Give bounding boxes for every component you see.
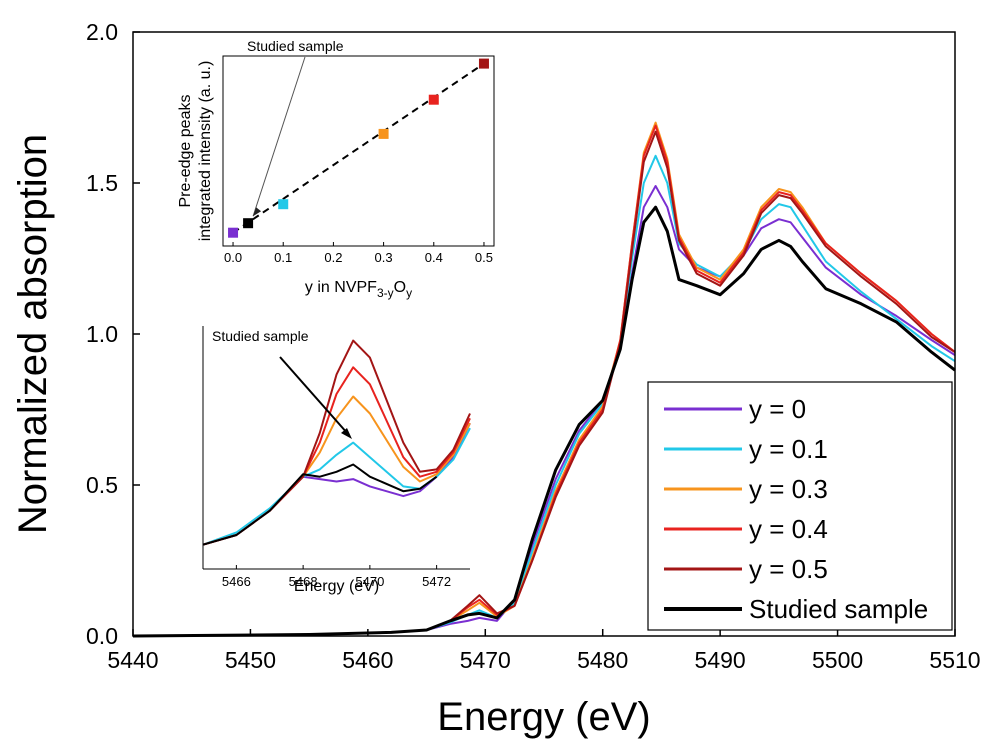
inset-x-tick-label: 0.0	[224, 250, 242, 265]
x-axis-title: Energy (eV)	[437, 695, 650, 739]
inset-zoom-plot: 5466 5468 5470 5472 Energy (eV) Studied sampl…	[202, 326, 471, 595]
inset-zoom-x-title: Energy (eV)	[294, 578, 379, 595]
scatter-point	[428, 94, 439, 105]
inset-scatter-annotation: Studied sample	[247, 38, 344, 54]
inset-scatter-y-title-line1: Pre-edge peaks	[177, 95, 194, 208]
scatter-point	[228, 227, 239, 238]
legend-label-y-0-5: y = 0.5	[749, 554, 828, 584]
zoom-x-tick-label: 5466	[222, 574, 251, 589]
y-tick-label: 1.5	[86, 170, 118, 196]
inset-x-tick-label: 0.2	[324, 250, 342, 265]
annotation-arrow-head	[253, 207, 262, 217]
legend-label-y-0-3: y = 0.3	[749, 474, 828, 504]
legend-label-y-0: y = 0	[749, 394, 806, 424]
series-line-y-0-5	[132, 130, 956, 637]
legend-box	[647, 381, 953, 631]
scatter-point	[478, 58, 489, 69]
fit-line	[232, 62, 485, 234]
annotation-arrow-line	[252, 56, 306, 217]
inset-scatter-x-title: y in NVPF3-yOy	[305, 279, 412, 300]
zoom-x-tick-label: 5472	[422, 574, 451, 589]
zoom-series-line-studied-sample	[202, 463, 438, 546]
inset-x-tick-label: 0.3	[375, 250, 393, 265]
y-tick-label: 0.5	[86, 472, 118, 498]
inset-scatter-y-title-line2: integrated intensity (a. u.)	[197, 61, 214, 242]
inset-zoom-annotation: Studied sample	[212, 328, 309, 344]
zoom-x-tick-label: 5468	[289, 574, 318, 589]
y-tick-label: 0.0	[86, 623, 118, 649]
inset-scatter-plot: 0.0 0.1 0.2 0.3 0.4 0.5 y in NVPF3-yOy Pre-edge…	[177, 38, 495, 300]
x-tick-label: 5470	[460, 647, 511, 673]
x-tick-label: 5510	[929, 647, 980, 673]
scatter-point	[378, 128, 389, 139]
scatter-point	[243, 218, 254, 229]
main-plot: 5440 5450 5460 5470 5480 5490 5500 5510 0.0 0.5 1.…	[11, 19, 981, 739]
y-tick-label: 1.0	[86, 321, 118, 347]
legend-label-y-0-4: y = 0.4	[749, 514, 828, 544]
inset-scatter-frame	[222, 55, 495, 247]
series-line-y-0	[132, 185, 956, 637]
y-axis-title: Normalized absorption	[11, 134, 55, 534]
legend-label-y-0-1: y = 0.1	[749, 434, 828, 464]
inset-zoom-background	[203, 326, 470, 569]
series-line-studied-sample	[132, 205, 956, 638]
inset-x-tick-label: 0.5	[475, 250, 493, 265]
x-tick-label: 5500	[812, 647, 863, 673]
x-tick-label: 5450	[225, 647, 276, 673]
x-tick-label: 5490	[695, 647, 746, 673]
x-tick-label: 5460	[342, 647, 393, 673]
series-line-y-0-3	[132, 121, 956, 637]
x-tick-label: 5440	[107, 647, 158, 673]
zoom-arrow-line	[279, 356, 349, 435]
y-tick-label: 2.0	[86, 19, 118, 45]
legend-label-studied-sample: Studied sample	[749, 594, 928, 624]
x-tick-label: 5480	[577, 647, 628, 673]
zoom-x-tick-label: 5470	[355, 574, 384, 589]
zoom-arrow-head	[341, 428, 352, 439]
series-line-y-0-4	[132, 124, 956, 637]
inset-x-tick-label: 0.4	[425, 250, 443, 265]
scatter-point	[278, 199, 289, 210]
inset-x-tick-label: 0.1	[274, 250, 292, 265]
legend: y = 0 y = 0.1 y = 0.3 y = 0.4 y = 0.5 Studied…	[647, 381, 953, 631]
